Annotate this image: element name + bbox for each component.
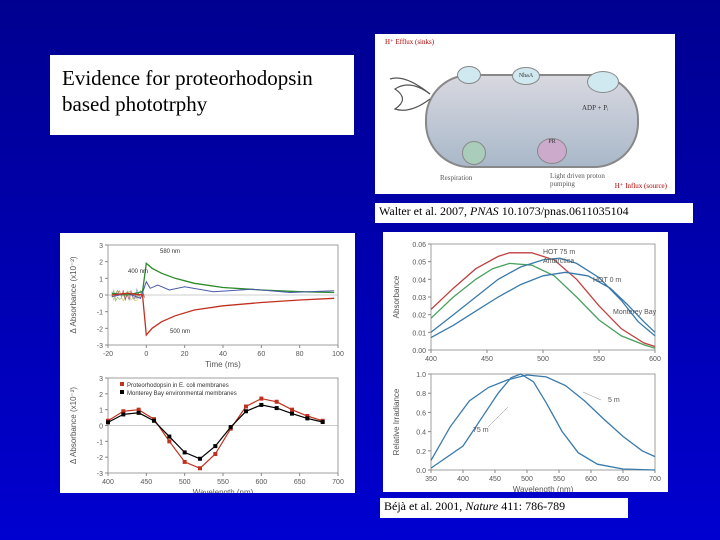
svg-text:-1: -1 [97,310,103,317]
influx-label: H⁺ Influx (source) [615,182,667,190]
resp-label: Respiration [440,174,472,182]
svg-text:60: 60 [257,351,265,358]
svg-text:-3: -3 [97,343,103,350]
cit2-auth: Béjà et al. 2001, [384,499,465,513]
svg-text:Antarctica: Antarctica [543,258,574,265]
svg-text:400: 400 [457,476,469,483]
svg-text:400: 400 [425,356,437,363]
svg-text:650: 650 [294,479,306,486]
slide-title: Evidence for proteorhodopsin based photo… [50,55,354,135]
svg-text:0.03: 0.03 [412,295,426,302]
svg-text:450: 450 [140,479,152,486]
svg-text:0.4: 0.4 [416,430,426,437]
svg-text:0.05: 0.05 [412,260,426,267]
left-charts-svg: -20020406080100-3-2-10123580 nm400 nm500… [60,233,355,493]
svg-text:75 m: 75 m [473,427,489,434]
svg-text:1: 1 [99,408,103,415]
svg-text:-2: -2 [97,455,103,462]
left-chart-panel: -20020406080100-3-2-10123580 nm400 nm500… [60,233,355,493]
svg-text:500: 500 [521,476,533,483]
svg-text:20: 20 [181,351,189,358]
citation-walter: Walter et al. 2007, PNAS 10.1073/pnas.06… [375,203,693,223]
blob-motor [457,66,481,84]
svg-text:-1: -1 [97,439,103,446]
svg-text:HOT 0 m: HOT 0 m [593,277,621,284]
svg-text:650: 650 [617,476,629,483]
svg-text:0.6: 0.6 [416,410,426,417]
svg-text:0.8: 0.8 [416,391,426,398]
svg-text:5 m: 5 m [608,397,620,404]
svg-text:Time (ms): Time (ms) [205,360,241,369]
svg-text:Monterey Bay environmental mem: Monterey Bay environmental membranes [127,391,237,397]
cell-schematic: H⁺ Efflux (sinks) NhaA ADP + Pᵢ PR Respi… [375,34,675,194]
citation-beja: Béjà et al. 2001, Nature 411: 786-789 [380,498,628,518]
svg-text:500: 500 [537,356,549,363]
svg-text:100: 100 [332,351,344,358]
svg-text:Monterey Bay: Monterey Bay [613,309,657,316]
svg-text:0.06: 0.06 [412,242,426,249]
svg-text:350: 350 [425,476,437,483]
svg-text:-20: -20 [103,351,113,358]
svg-text:-2: -2 [97,326,103,333]
svg-text:550: 550 [593,356,605,363]
svg-text:600: 600 [255,479,267,486]
svg-text:0.01: 0.01 [412,330,426,337]
cit1-auth: Walter et al. 2007, [379,204,470,218]
efflux-label: H⁺ Efflux (sinks) [385,38,434,46]
adp-label: ADP + Pᵢ [582,104,608,112]
cit2-rest: 411: 786-789 [498,499,565,513]
cit1-journal: PNAS [470,204,499,218]
svg-text:Absorbance: Absorbance [392,275,401,318]
svg-text:500 nm: 500 nm [170,329,190,335]
blob-resp [462,141,486,165]
svg-text:Δ Absorbance (x10⁻²): Δ Absorbance (x10⁻²) [69,387,78,464]
svg-text:40: 40 [219,351,227,358]
svg-text:450: 450 [489,476,501,483]
svg-text:Proteorhodopsin in E. coli mem: Proteorhodopsin in E. coli membranes [127,383,229,389]
svg-text:0: 0 [99,293,103,300]
blob-pr: PR [537,138,567,164]
svg-text:3: 3 [99,376,103,383]
right-charts-svg: 4004505005506000.000.010.020.030.040.050… [383,232,668,492]
blob-nhaa: NhaA [512,67,540,85]
svg-text:400 nm: 400 nm [128,269,148,275]
right-chart-panel: 4004505005506000.000.010.020.030.040.050… [383,232,668,492]
svg-text:550: 550 [553,476,565,483]
svg-text:2: 2 [99,260,103,267]
cit1-rest: 10.1073/pnas.0611035104 [499,204,629,218]
svg-text:3: 3 [99,243,103,250]
svg-text:0: 0 [99,424,103,431]
svg-text:450: 450 [481,356,493,363]
svg-text:0.00: 0.00 [412,348,426,355]
flagella-icon [385,64,445,124]
svg-text:550: 550 [217,479,229,486]
blob-atp [587,71,619,93]
svg-text:Δ Absorbance (x10⁻²): Δ Absorbance (x10⁻²) [69,256,78,333]
svg-text:Wavelength (nm): Wavelength (nm) [193,488,254,493]
svg-text:1: 1 [99,276,103,283]
svg-text:600: 600 [585,476,597,483]
svg-text:0.2: 0.2 [416,449,426,456]
svg-text:700: 700 [649,476,661,483]
svg-text:580 nm: 580 nm [160,249,180,255]
svg-text:80: 80 [296,351,304,358]
svg-text:0.0: 0.0 [416,468,426,475]
svg-text:400: 400 [102,479,114,486]
svg-text:0.04: 0.04 [412,277,426,284]
svg-text:1.0: 1.0 [416,372,426,379]
svg-text:700: 700 [332,479,344,486]
svg-text:600: 600 [649,356,661,363]
svg-text:2: 2 [99,392,103,399]
cit2-journal: Nature [465,499,498,513]
svg-text:-3: -3 [97,471,103,478]
svg-text:Wavelength (nm): Wavelength (nm) [513,485,574,492]
cell-body: NhaA ADP + Pᵢ PR [425,74,639,168]
svg-text:500: 500 [179,479,191,486]
svg-text:HOT 75 m: HOT 75 m [543,249,575,256]
svg-text:0: 0 [144,351,148,358]
svg-text:0.02: 0.02 [412,313,426,320]
svg-text:Relative Irradiance: Relative Irradiance [392,388,401,455]
light-label: Light driven proton pumping [550,172,610,188]
